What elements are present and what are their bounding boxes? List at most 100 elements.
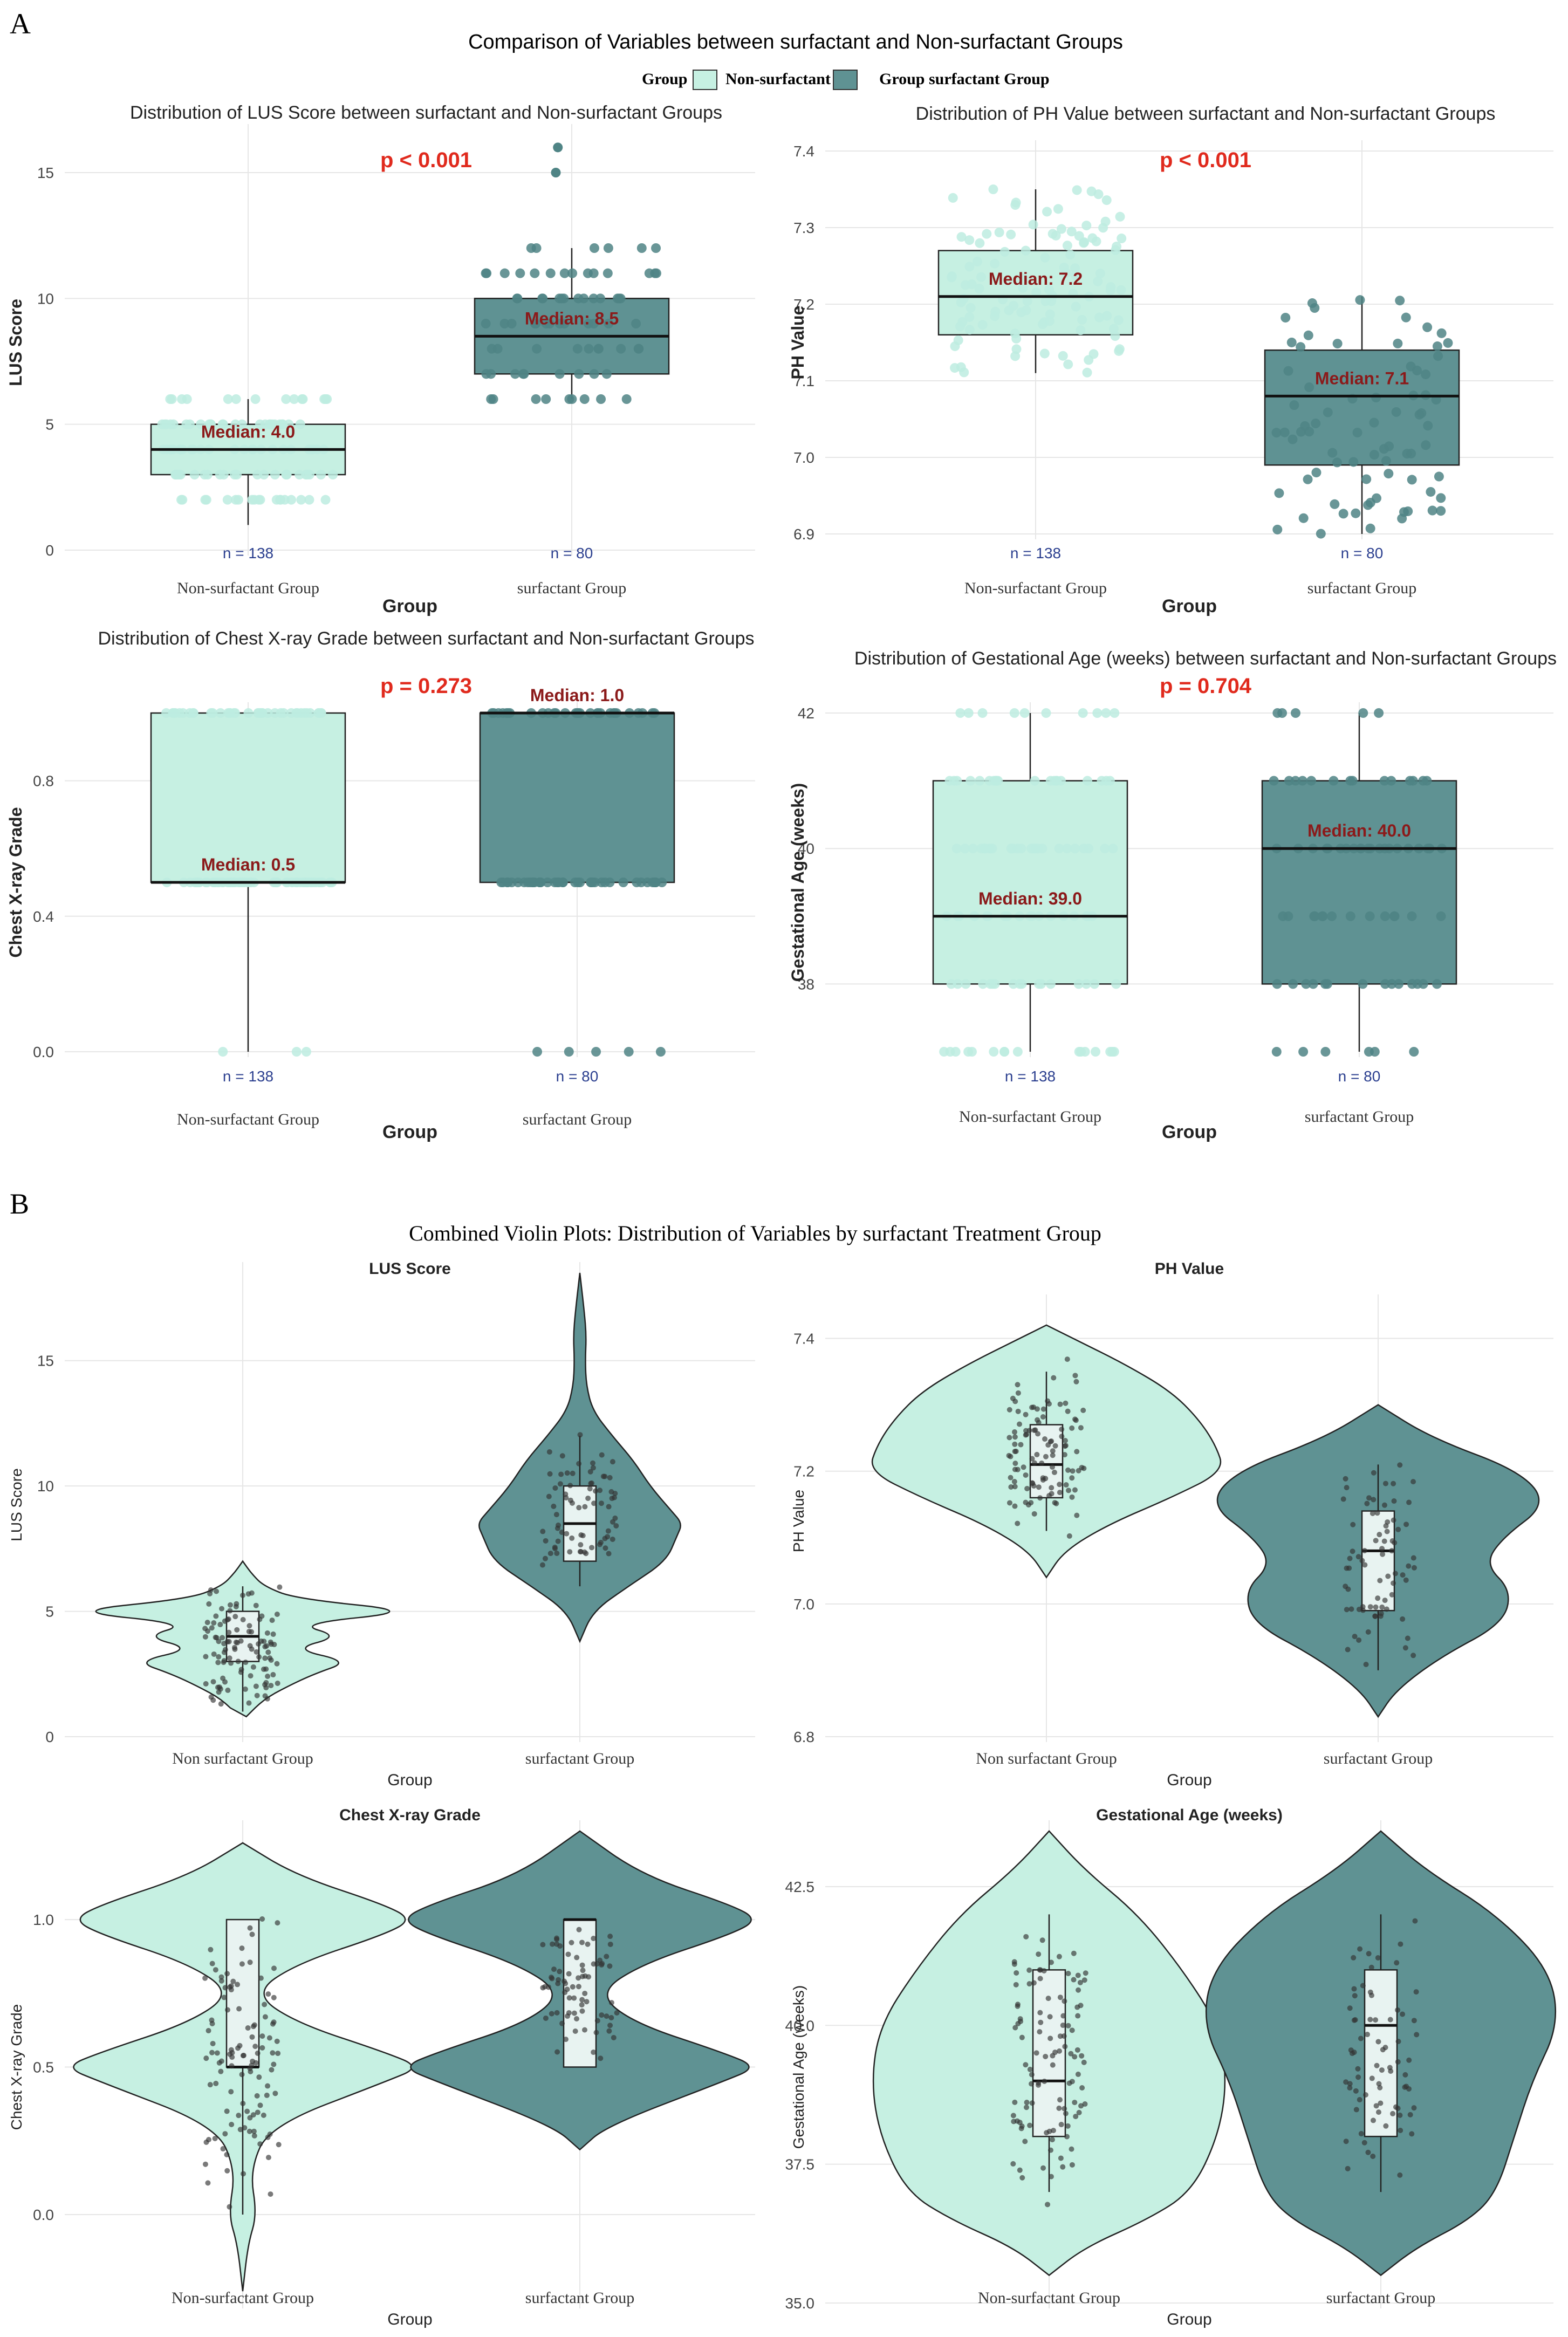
n-count: n = 80 <box>556 1068 599 1085</box>
data-point <box>558 1471 564 1477</box>
data-point <box>1354 2107 1359 2112</box>
data-point <box>573 2028 578 2034</box>
data-point <box>262 1655 268 1661</box>
data-point <box>1371 1470 1377 1476</box>
x-tick-label: Non-surfactant Group <box>177 1111 319 1128</box>
data-point <box>234 1627 239 1633</box>
legend: Group Non-surfactant Group surfactant Gr… <box>642 70 1050 90</box>
data-point <box>206 1601 211 1607</box>
data-point <box>990 307 1000 317</box>
data-point <box>1406 1500 1412 1505</box>
data-point <box>1403 1578 1409 1583</box>
data-point <box>265 2084 270 2089</box>
data-point <box>1035 1417 1040 1423</box>
x-tick-label: surfactant Group <box>1326 2289 1435 2307</box>
data-point <box>1015 1521 1020 1526</box>
x-axis-label: Group <box>382 596 437 616</box>
data-point <box>1011 334 1021 344</box>
legend-swatch-non <box>693 70 717 90</box>
data-point <box>1073 1379 1079 1385</box>
chart-title: Distribution of PH Value between surfact… <box>916 104 1496 124</box>
data-point <box>498 878 508 887</box>
data-point <box>598 2055 603 2061</box>
data-point <box>1029 220 1038 229</box>
data-point <box>232 470 242 479</box>
data-point <box>1348 2047 1354 2053</box>
y-tick-label: 0.0 <box>33 1044 54 1060</box>
data-point <box>208 1947 213 1952</box>
data-point <box>1407 912 1417 921</box>
data-point <box>269 2067 274 2073</box>
data-point <box>563 2037 569 2042</box>
data-point <box>1330 499 1339 509</box>
data-point <box>1405 1635 1410 1641</box>
data-point <box>1443 338 1453 348</box>
data-point <box>267 2035 272 2040</box>
data-point <box>256 1654 262 1660</box>
data-point <box>1101 217 1111 227</box>
data-point <box>249 1647 255 1652</box>
data-point <box>1375 1510 1380 1516</box>
data-point <box>209 2050 215 2055</box>
data-point <box>546 1984 551 1990</box>
data-point <box>1050 2062 1056 2068</box>
data-point <box>210 2041 216 2046</box>
data-point <box>218 1047 228 1057</box>
data-point <box>1394 1960 1399 1965</box>
data-point <box>580 1968 586 1973</box>
data-point <box>1065 1409 1071 1414</box>
data-point <box>1373 1538 1379 1543</box>
data-point <box>1402 2085 1407 2090</box>
data-point <box>1070 1468 1076 1474</box>
box <box>933 781 1127 984</box>
data-point <box>519 878 529 887</box>
data-point <box>1058 1402 1063 1407</box>
y-tick-label: 5 <box>45 416 54 433</box>
data-point <box>947 272 956 282</box>
data-point <box>1377 1578 1382 1583</box>
data-point <box>1359 2131 1364 2136</box>
data-point <box>213 1967 218 1972</box>
data-point <box>225 2007 230 2012</box>
data-point <box>552 1485 558 1491</box>
data-point <box>255 2093 260 2099</box>
data-point <box>579 1997 585 2003</box>
data-point <box>1360 1983 1366 1988</box>
data-point <box>1291 708 1300 718</box>
data-point <box>254 1649 259 1655</box>
data-point <box>206 2137 211 2142</box>
data-point <box>1380 979 1390 989</box>
data-point <box>248 1959 253 1965</box>
data-point <box>1084 355 1093 365</box>
data-point <box>1012 2025 1018 2030</box>
data-point <box>602 1545 608 1551</box>
median-label: Median: 7.2 <box>989 269 1083 289</box>
data-point <box>614 2010 620 2016</box>
data-point <box>219 470 229 479</box>
data-point <box>1111 979 1121 989</box>
data-point <box>1344 1485 1350 1490</box>
y-tick-label: 7.3 <box>793 220 814 236</box>
data-point <box>272 2091 278 2096</box>
data-point <box>1019 2123 1025 2129</box>
data-point <box>1051 1375 1056 1381</box>
data-point <box>221 1995 227 2000</box>
data-point <box>1369 1965 1374 1970</box>
data-point <box>954 335 963 345</box>
data-point <box>1306 776 1316 786</box>
data-point <box>211 1620 216 1626</box>
data-point <box>228 1602 233 1608</box>
data-point <box>548 1551 553 1556</box>
data-point <box>1311 419 1320 428</box>
data-point <box>1412 1918 1418 1924</box>
data-point <box>1366 1951 1372 1956</box>
data-point <box>265 1630 270 1636</box>
data-point <box>1278 912 1288 921</box>
data-point <box>606 1529 611 1534</box>
data-point <box>265 1991 271 1997</box>
y-tick-label: 0.8 <box>33 773 54 790</box>
data-point <box>1060 2164 1065 2170</box>
data-point <box>1012 1461 1018 1466</box>
data-point <box>1410 1653 1416 1658</box>
data-point <box>235 1640 240 1646</box>
